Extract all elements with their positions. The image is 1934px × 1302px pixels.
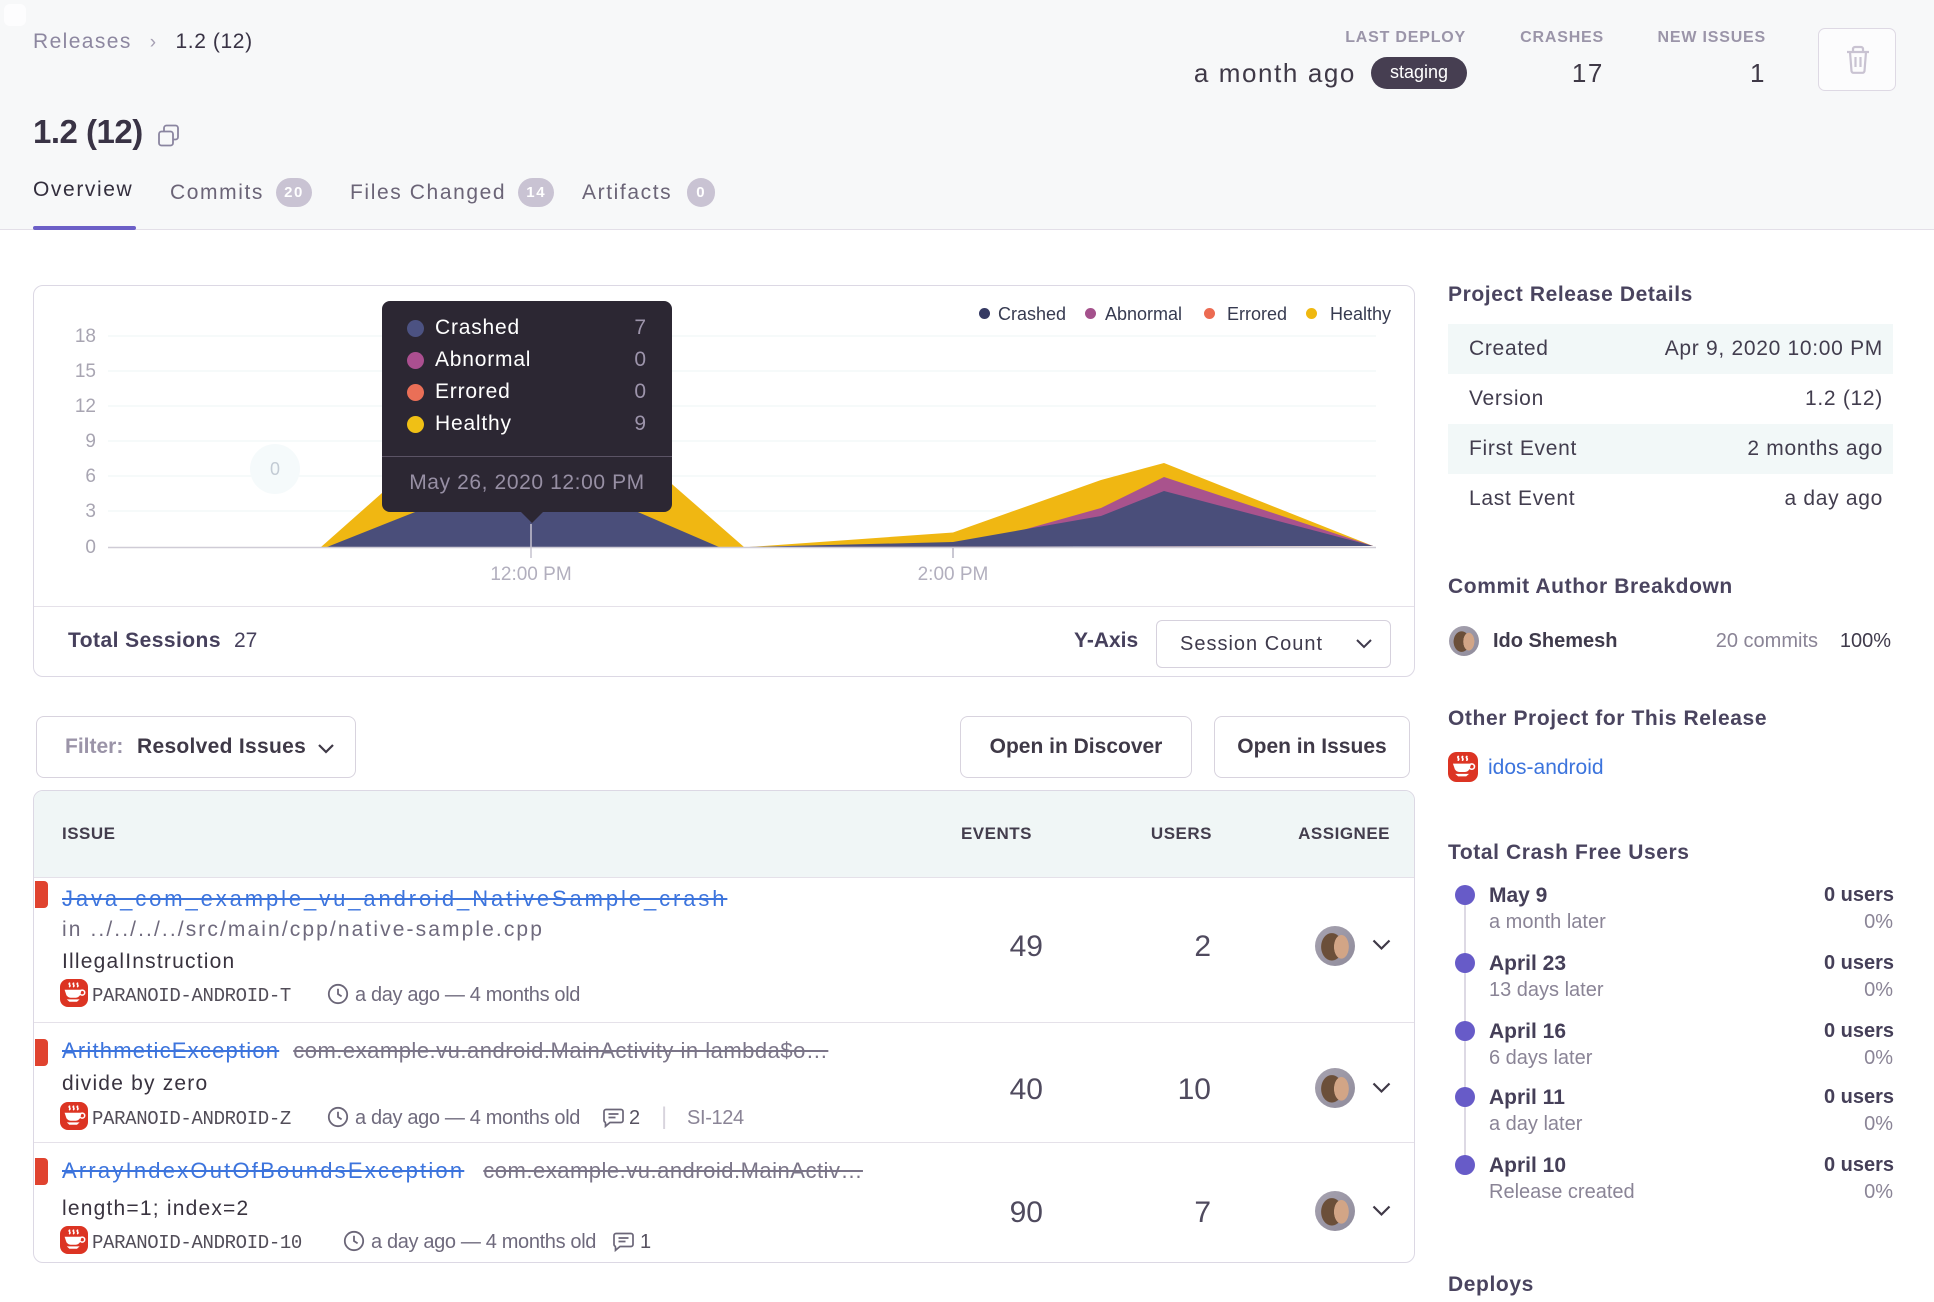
svg-text:0: 0 <box>270 459 280 479</box>
